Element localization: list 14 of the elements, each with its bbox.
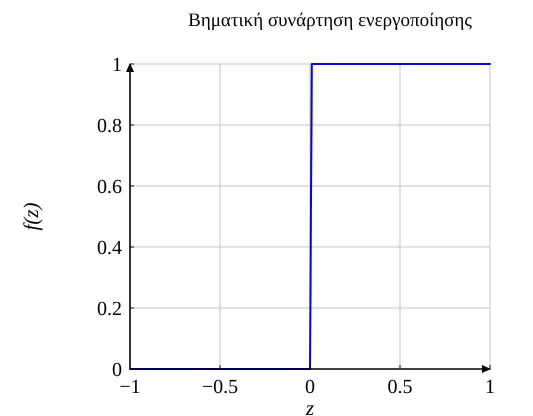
x-axis-title: z [304,396,314,416]
y-tick-label: 0.8 [97,115,122,137]
y-tick-label: 0.2 [97,298,122,320]
x-tick-label: 0.5 [388,376,412,398]
y-tick-label: 0.4 [97,237,122,259]
x-tick-label: −1 [119,376,141,398]
x-tick-label: 1 [485,376,495,398]
y-tick-label: 0.6 [97,176,122,198]
y-tick-label: 0 [112,359,122,381]
y-tick-label: 1 [112,54,122,76]
x-tick-label: 0 [305,376,315,398]
x-tick-label: −0.5 [202,376,238,398]
chart-title: Βηματική συνάρτηση ενεργοποίησης [188,10,472,31]
y-axis-title: f(z) [19,202,43,230]
